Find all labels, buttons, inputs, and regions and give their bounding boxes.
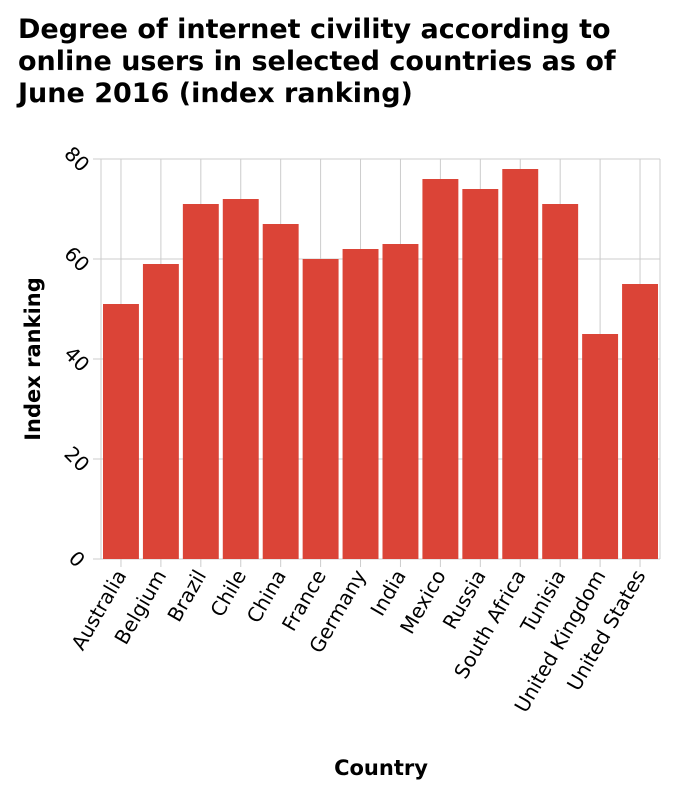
- chart-title: Degree of internet civility according to…: [18, 14, 616, 109]
- y-tick-labels: 0 20 40 60 80: [60, 142, 95, 572]
- bar: [462, 189, 499, 559]
- bar: [182, 204, 219, 559]
- bars: [103, 169, 658, 559]
- y-tick-label: 20: [60, 442, 95, 477]
- bar: [422, 179, 459, 559]
- bar: [622, 284, 658, 559]
- bar: [542, 204, 579, 559]
- y-tick-label: 60: [60, 242, 95, 277]
- bar: [103, 304, 139, 559]
- bar: [262, 224, 299, 559]
- x-tick-labels: AustraliaBelgiumBrazilChileChinaFranceGe…: [66, 565, 650, 716]
- y-axis-title: Index ranking: [21, 277, 45, 441]
- bar: [382, 244, 419, 559]
- bar: [302, 259, 339, 559]
- bar: [342, 249, 379, 559]
- bar: [222, 199, 259, 559]
- y-tick-label: 0: [64, 546, 90, 572]
- bar: [582, 334, 619, 559]
- y-tick-label: 40: [60, 342, 95, 377]
- x-tick-label: Brazil: [162, 566, 211, 626]
- y-tick-label: 80: [60, 142, 95, 177]
- bar: [502, 169, 539, 559]
- bar: [142, 264, 179, 559]
- x-axis-title: Country: [334, 756, 428, 780]
